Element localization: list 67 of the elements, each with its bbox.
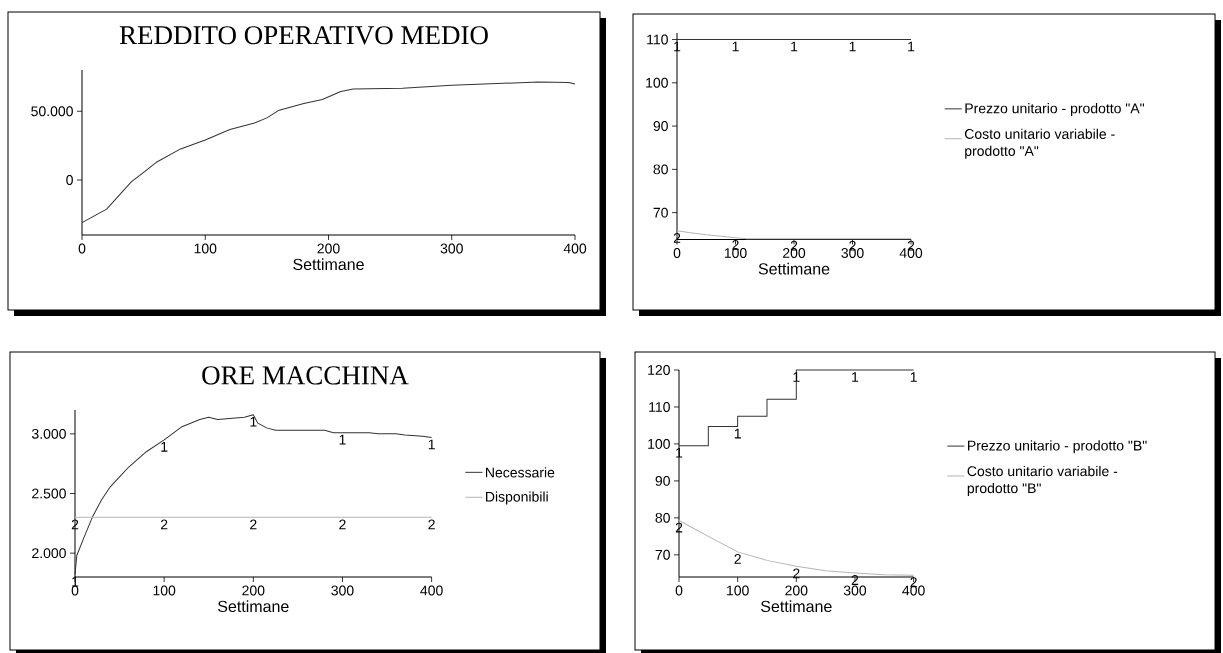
x-tick-label: 400 <box>563 243 587 254</box>
y-tick-label: 2.000 <box>32 548 66 559</box>
x-axis-title: Settimane <box>758 262 830 275</box>
y-tick-label: 70 <box>655 549 670 560</box>
chart-title: REDDITO OPERATIVO MEDIO <box>119 26 488 45</box>
chart-title: ORE MACCHINA <box>202 366 409 385</box>
annotation: 2 <box>675 522 683 533</box>
line-series <box>81 81 576 224</box>
annotation: 1 <box>676 447 683 458</box>
x-tick-label: 0 <box>673 248 681 258</box>
y-tick-label: 80 <box>655 512 670 523</box>
y-tick-label: 90 <box>655 475 670 486</box>
x-tick-label: 400 <box>420 585 443 596</box>
annotation: 1 <box>161 442 168 452</box>
legend-label: Necessarie <box>486 467 555 478</box>
annotation: 2 <box>428 519 435 530</box>
y-tick-label: 100 <box>646 77 668 88</box>
annotation: 2 <box>851 575 859 585</box>
annotation: 1 <box>910 372 917 382</box>
annotation: 1 <box>674 41 681 52</box>
annotation: 1 <box>339 434 346 445</box>
x-tick-label: 200 <box>785 585 808 596</box>
annotation: 1 <box>428 439 435 450</box>
x-tick-label: 300 <box>843 585 867 596</box>
annotation: 1 <box>250 416 257 427</box>
legend-label: Prezzo unitario - prodotto "B" <box>968 440 1147 454</box>
x-tick-label: 0 <box>675 585 683 596</box>
x-tick-label: 100 <box>727 585 749 596</box>
legend-label: Costo unitario variabile - prodotto "A" <box>964 128 1115 159</box>
annotation: 1 <box>852 372 859 382</box>
annotation: 1 <box>732 41 739 52</box>
y-tick-label: 90 <box>653 121 668 132</box>
annotation: 2 <box>673 233 681 243</box>
legend-label: Costo unitario variabile - prodotto "B" <box>967 465 1118 496</box>
y-tick-label: 110 <box>649 402 670 412</box>
x-tick-label: 100 <box>724 248 747 258</box>
x-tick-label: 200 <box>242 585 265 596</box>
annotation: 2 <box>160 519 168 530</box>
x-axis-title: Settimane <box>761 600 832 613</box>
x-tick-label: 0 <box>78 243 86 254</box>
y-tick-label: 70 <box>653 207 668 218</box>
annotation: 2 <box>793 568 800 579</box>
y-tick-label: 3.000 <box>31 428 66 439</box>
annotation: 1 <box>908 41 915 52</box>
y-tick-label: 110 <box>647 34 668 45</box>
x-tick-label: 100 <box>153 585 176 596</box>
y-tick-label: 100 <box>648 438 670 449</box>
annotation: 1 <box>849 41 856 52</box>
annotation: 2 <box>71 519 79 530</box>
annotation: 1 <box>72 576 79 587</box>
x-tick-label: 200 <box>317 243 340 254</box>
legend-label: Prezzo unitario - prodotto "A" <box>965 103 1145 117</box>
annotation: 2 <box>250 519 257 530</box>
annotation: 1 <box>734 428 741 439</box>
x-tick-label: 300 <box>331 585 354 596</box>
x-tick-label: 300 <box>440 243 463 254</box>
x-tick-label: 100 <box>194 243 217 254</box>
x-axis-title: Settimane <box>218 600 289 613</box>
annotation: 1 <box>791 41 798 52</box>
annotation: 2 <box>734 554 741 564</box>
legend-label: Disponibili <box>486 491 548 505</box>
y-tick-label: 50.000 <box>31 106 73 117</box>
y-tick-label: 80 <box>653 164 668 175</box>
annotation: 2 <box>339 519 346 530</box>
x-axis-title: Settimane <box>293 258 364 271</box>
y-tick-label: 2.500 <box>32 488 66 499</box>
y-tick-label: 120 <box>648 365 670 375</box>
